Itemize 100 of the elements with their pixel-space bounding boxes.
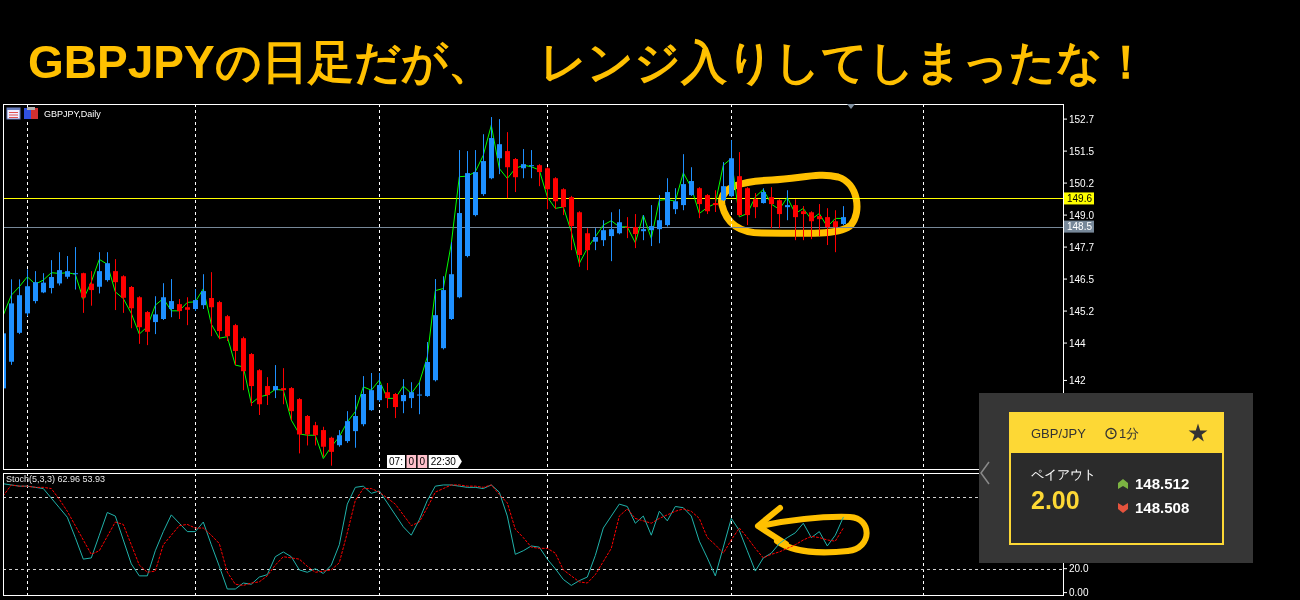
candlestick	[49, 259, 54, 294]
candlestick	[553, 176, 558, 210]
candlestick	[345, 410, 350, 444]
candlestick	[385, 382, 390, 409]
candlestick	[129, 285, 134, 329]
candlestick	[833, 209, 838, 253]
candlestick	[153, 295, 158, 335]
candlestick	[697, 186, 702, 219]
y-tick-label: 149.0	[1069, 209, 1095, 221]
candlestick	[185, 296, 190, 326]
text: 2.00	[1031, 486, 1080, 514]
candlestick	[633, 213, 638, 249]
candlestick	[513, 157, 518, 193]
candlestick	[33, 270, 38, 304]
candlestick	[161, 282, 166, 321]
candlestick	[593, 227, 598, 251]
text: ペイアウト	[1031, 467, 1096, 482]
candlestick	[329, 436, 334, 467]
candlestick	[689, 166, 694, 197]
candlestick	[777, 198, 782, 229]
candlestick	[57, 251, 62, 286]
candlestick	[769, 186, 774, 229]
candlestick	[817, 203, 822, 237]
annotation: 07:	[389, 456, 403, 467]
candlestick	[321, 426, 326, 458]
candlestick	[289, 386, 294, 421]
candlestick	[177, 298, 182, 320]
y-tick-label: 147.7	[1069, 241, 1095, 253]
text: 148.508	[1135, 499, 1190, 516]
candlestick	[641, 214, 646, 241]
candlestick	[73, 246, 78, 291]
candlestick	[625, 216, 630, 239]
candlestick	[617, 208, 622, 235]
candlestick	[353, 394, 358, 449]
y-tick-label: 142	[1069, 374, 1087, 386]
candlestick	[97, 251, 102, 294]
ref-line-label: 148.5	[1067, 221, 1093, 233]
candlestick	[825, 207, 830, 246]
candlestick	[673, 187, 678, 215]
y-tick-label: 151.5	[1069, 145, 1095, 157]
candlestick	[193, 288, 198, 312]
candlestick	[505, 131, 510, 199]
candlestick	[705, 193, 710, 215]
candlestick	[537, 163, 542, 187]
y-tick-label: 146.5	[1069, 273, 1095, 285]
candlestick	[785, 189, 790, 221]
candlestick	[409, 381, 414, 409]
y-tick-label: 150.2	[1069, 177, 1095, 189]
candlestick	[265, 376, 270, 406]
text: GBP/JPY	[1031, 426, 1087, 441]
annotation: 22:30	[430, 456, 457, 467]
candlestick	[609, 211, 614, 262]
candlestick	[201, 273, 206, 310]
candlestick	[649, 204, 654, 247]
ref-line-label: 149.6	[1067, 192, 1093, 204]
candlestick	[169, 278, 174, 318]
candlestick	[281, 367, 286, 405]
candlestick	[113, 258, 118, 311]
text: 148.512	[1135, 475, 1190, 492]
candlestick	[585, 227, 590, 271]
y-tick-label: 0.00	[1069, 587, 1089, 599]
y-tick-label: 20.0	[1069, 563, 1089, 575]
candlestick	[521, 148, 526, 179]
candlestick	[273, 364, 278, 399]
candlestick	[841, 205, 846, 226]
candlestick	[497, 118, 502, 175]
candlestick	[377, 372, 382, 403]
candlestick	[369, 372, 374, 412]
candlestick	[89, 270, 94, 307]
text: GBPJPY,Daily	[44, 109, 102, 119]
candlestick	[561, 187, 566, 216]
candlestick	[545, 166, 550, 210]
candlestick	[601, 219, 606, 247]
candlestick	[401, 378, 406, 414]
chart-title: GBPJPYの日足だが、 レンジ入りしてしまったな！	[28, 36, 1149, 88]
candlestick	[793, 198, 798, 241]
candlestick	[121, 274, 126, 314]
candlestick	[305, 414, 310, 446]
y-tick-label: 144	[1069, 337, 1087, 349]
candlestick	[209, 271, 214, 337]
candlestick	[809, 210, 814, 240]
y-tick-label: 152.7	[1069, 113, 1095, 125]
candlestick	[145, 310, 150, 346]
candlestick	[801, 205, 806, 241]
y-tick-label: 145.2	[1069, 305, 1095, 317]
candlestick	[393, 392, 398, 419]
candlestick	[65, 255, 70, 280]
candlestick	[721, 161, 726, 202]
annotation: 0	[419, 456, 426, 467]
annotation: 0	[408, 456, 415, 467]
candlestick	[225, 314, 230, 342]
text: 1分	[1119, 426, 1140, 441]
candlestick	[713, 189, 718, 213]
chart-title: Stoch(5,3,3) 62.96 53.93	[6, 474, 106, 484]
candlestick	[657, 194, 662, 244]
candlestick	[313, 421, 318, 446]
candlestick	[41, 272, 46, 294]
candlestick	[417, 381, 422, 415]
candlestick	[105, 251, 110, 283]
candlestick	[529, 149, 534, 179]
